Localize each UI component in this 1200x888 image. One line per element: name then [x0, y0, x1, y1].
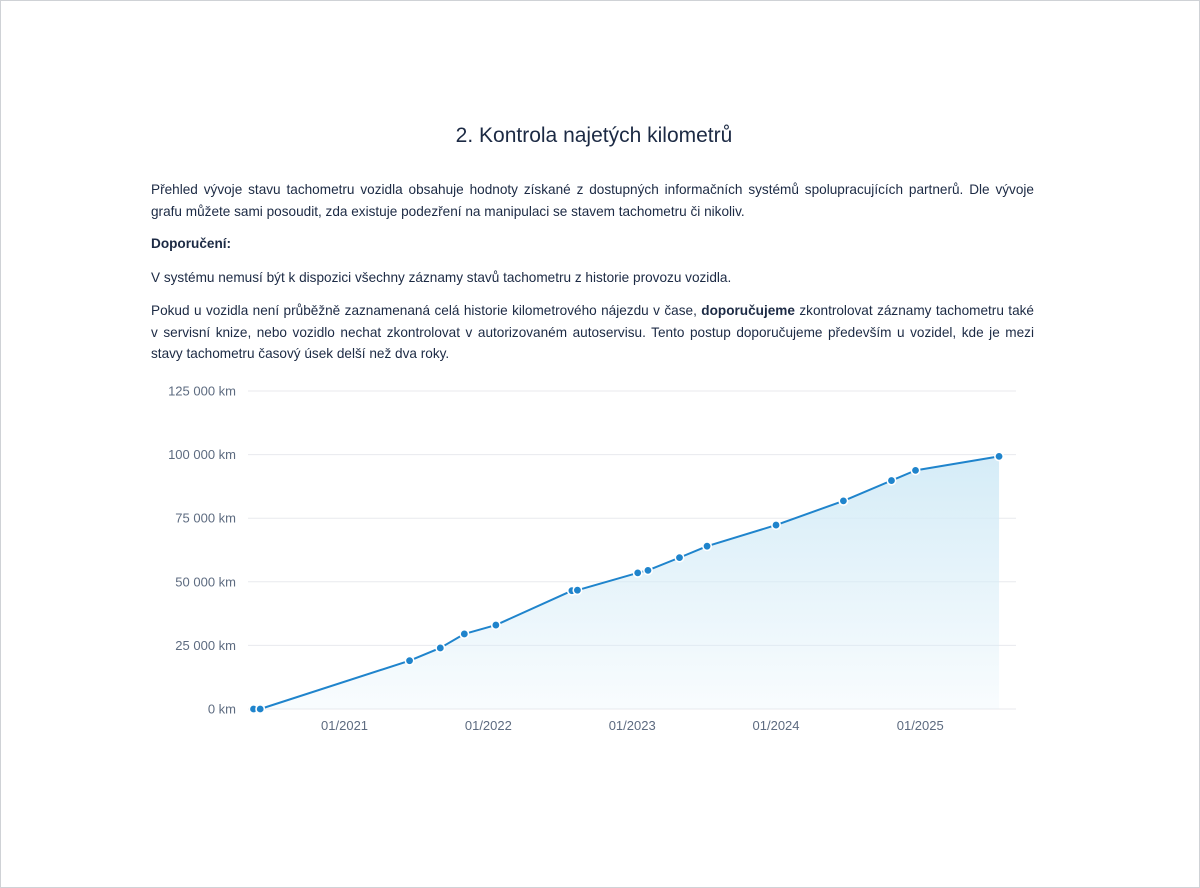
data-point — [435, 642, 446, 653]
note-text: V systému nemusí být k dispozici všechny… — [151, 270, 732, 285]
y-tick-label: 75 000 km — [175, 511, 236, 526]
y-tick-label: 0 km — [208, 702, 236, 717]
recommendation-heading: Doporučení: — [151, 233, 1034, 255]
intro-text: Přehled vývoje stavu tachometru vozidla … — [151, 182, 1034, 219]
data-point — [674, 552, 685, 563]
area-fill — [253, 456, 1000, 709]
data-point — [632, 567, 643, 578]
data-point — [572, 585, 583, 596]
x-tick-label: 01/2023 — [609, 718, 656, 733]
advice-paragraph: Pokud u vozidla není průběžně zaznamenan… — [151, 300, 1034, 365]
x-tick-label: 01/2022 — [465, 718, 512, 733]
data-point — [459, 628, 470, 639]
note-paragraph: V systému nemusí být k dispozici všechny… — [151, 267, 1034, 289]
data-point — [702, 541, 713, 552]
data-point — [886, 475, 897, 486]
data-point — [255, 703, 266, 714]
section-title: 2. Kontrola najetých kilometrů — [455, 124, 733, 147]
data-point — [910, 465, 921, 476]
x-tick-label: 01/2024 — [753, 718, 800, 733]
data-point — [771, 520, 782, 531]
advice-text-emphasis: doporučujeme — [701, 303, 795, 318]
advice-text: Pokud u vozidla není průběžně zaznamenan… — [151, 300, 1034, 365]
data-point — [642, 565, 653, 576]
data-point — [994, 451, 1005, 462]
y-tick-label: 50 000 km — [175, 574, 236, 589]
x-tick-label: 01/2025 — [897, 718, 944, 733]
recommendation-label: Doporučení: — [151, 236, 232, 251]
intro-paragraph: Přehled vývoje stavu tachometru vozidla … — [151, 179, 1034, 222]
advice-text-start: Pokud u vozidla není průběžně zaznamenan… — [151, 303, 702, 318]
data-point — [404, 655, 415, 666]
data-point — [490, 620, 501, 631]
y-tick-label: 100 000 km — [168, 447, 236, 462]
x-tick-label: 01/2021 — [321, 718, 368, 733]
y-tick-label: 125 000 km — [168, 384, 236, 399]
advice-text-end: zkontrolovat záznamy tachometru také v s… — [151, 303, 1034, 361]
data-point — [838, 495, 849, 506]
y-tick-label: 25 000 km — [175, 638, 236, 653]
